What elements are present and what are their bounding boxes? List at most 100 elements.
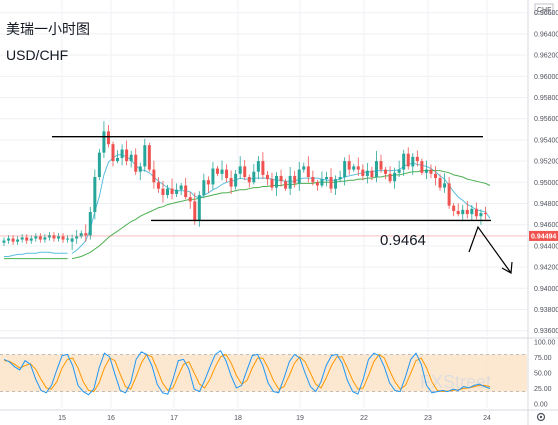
- candle-body: [270, 179, 274, 188]
- candle-body: [143, 145, 147, 167]
- stoch-lines: [3, 349, 491, 396]
- watermark-layer: FXStreet: [420, 372, 491, 392]
- candle-body: [116, 157, 120, 162]
- candle-body: [347, 161, 351, 170]
- candle-body: [261, 161, 265, 175]
- candle-body: [338, 177, 342, 180]
- candle-body: [365, 170, 369, 176]
- x-tick-label: 17: [170, 415, 178, 422]
- candles: [2, 121, 487, 251]
- candle-body: [47, 235, 51, 238]
- currency-tag: CHF: [534, 3, 554, 15]
- y-tick-label: 0.94000: [534, 286, 558, 293]
- x-tick-label: 19: [296, 415, 304, 422]
- candle-body: [306, 166, 310, 178]
- candle-body: [238, 166, 242, 174]
- candle-body: [225, 169, 229, 179]
- candle-body: [356, 166, 360, 170]
- y-tick-label: 0.94600: [534, 222, 558, 229]
- price-axis: 0.96600 0.96400 0.96200 0.96000 0.95800 0.956…: [534, 10, 558, 335]
- candle-body: [288, 175, 292, 189]
- candle-body: [211, 168, 215, 185]
- candle-body: [84, 233, 88, 236]
- chart-title: 美瑞一小时图: [6, 22, 90, 38]
- candle-body: [102, 131, 106, 153]
- candle-body: [193, 201, 197, 221]
- candle-body: [79, 233, 83, 237]
- candle-body: [66, 238, 70, 240]
- y-tick-label: 0.95200: [534, 159, 558, 166]
- candle-body: [433, 173, 437, 179]
- candle-body: [220, 169, 224, 174]
- candle-body: [438, 178, 442, 188]
- stoch-k-line: [3, 349, 491, 396]
- candle-body: [161, 188, 165, 196]
- candle-body: [479, 213, 483, 217]
- stoch-tick-label: 50.00: [534, 371, 552, 378]
- x-tick-label: 15: [58, 415, 66, 422]
- pair-label: USD/CHF: [6, 47, 68, 63]
- candle-body: [125, 149, 129, 162]
- stoch-tick-label: 25.00: [534, 386, 552, 393]
- candle-body: [388, 173, 392, 182]
- candle-body: [206, 180, 210, 185]
- candle-body: [57, 236, 61, 239]
- candle-body: [70, 238, 74, 242]
- candle-body: [229, 178, 233, 187]
- x-tick-label: 18: [234, 415, 242, 422]
- y-tick-label: 0.96400: [534, 31, 558, 38]
- x-tick-label: 22: [360, 415, 368, 422]
- forecast-arrow: [468, 225, 513, 274]
- y-tick-label: 0.95600: [534, 116, 558, 123]
- candle-body: [384, 169, 388, 174]
- candle-body: [424, 169, 428, 173]
- candle-body: [129, 154, 133, 162]
- candle-body: [38, 236, 42, 240]
- y-tick-label: 0.95800: [534, 95, 558, 102]
- main-grid: [0, 0, 527, 336]
- y-tick-label: 0.95400: [534, 137, 558, 144]
- y-tick-label: 0.94200: [534, 265, 558, 272]
- candle-body: [175, 189, 179, 194]
- x-tick-label: 16: [107, 415, 115, 422]
- last-price-badge: 0.94494: [529, 230, 558, 241]
- stoch-axis: 100.00 75.00 50.00 25.00 0.00: [534, 340, 556, 409]
- sr-levels: [0, 136, 527, 237]
- stoch-tick-label: 100.00: [534, 340, 556, 347]
- candle-body: [411, 156, 415, 167]
- candle-body: [256, 161, 260, 172]
- candle-body: [202, 180, 206, 196]
- candle-body: [170, 188, 174, 194]
- stoch-overbought-oversold-band: [0, 354, 527, 392]
- settings-gear-icon[interactable]: [536, 412, 546, 422]
- candle-body: [265, 174, 269, 180]
- candle-body: [456, 210, 460, 215]
- candle-body: [138, 166, 142, 172]
- candle-body: [243, 166, 247, 178]
- stoch-band: [0, 354, 527, 392]
- candle-body: [461, 209, 465, 215]
- candle-body: [25, 237, 29, 241]
- candle-body: [379, 161, 383, 170]
- candle-body: [429, 169, 433, 174]
- y-tick-label: 0.96600: [534, 10, 558, 17]
- candle-body: [134, 154, 138, 172]
- candle-body: [275, 175, 279, 188]
- candle-body: [11, 238, 15, 242]
- y-tick-label: 0.93800: [534, 307, 558, 314]
- candle-body: [443, 183, 447, 188]
- candle-body: [361, 169, 365, 176]
- candle-body: [197, 195, 201, 221]
- y-tick-label: 0.96000: [534, 74, 558, 81]
- candle-body: [156, 182, 160, 189]
- candle-body: [311, 177, 315, 183]
- y-tick-label: 0.95000: [534, 180, 558, 187]
- candle-body: [93, 177, 97, 212]
- candle-body: [397, 169, 401, 173]
- candle-body: [279, 175, 283, 182]
- candle-body: [2, 240, 6, 243]
- stoch-d-line: [3, 353, 491, 393]
- candle-body: [234, 173, 238, 187]
- candle-body: [61, 236, 65, 240]
- y-tick-label: 0.94800: [534, 201, 558, 208]
